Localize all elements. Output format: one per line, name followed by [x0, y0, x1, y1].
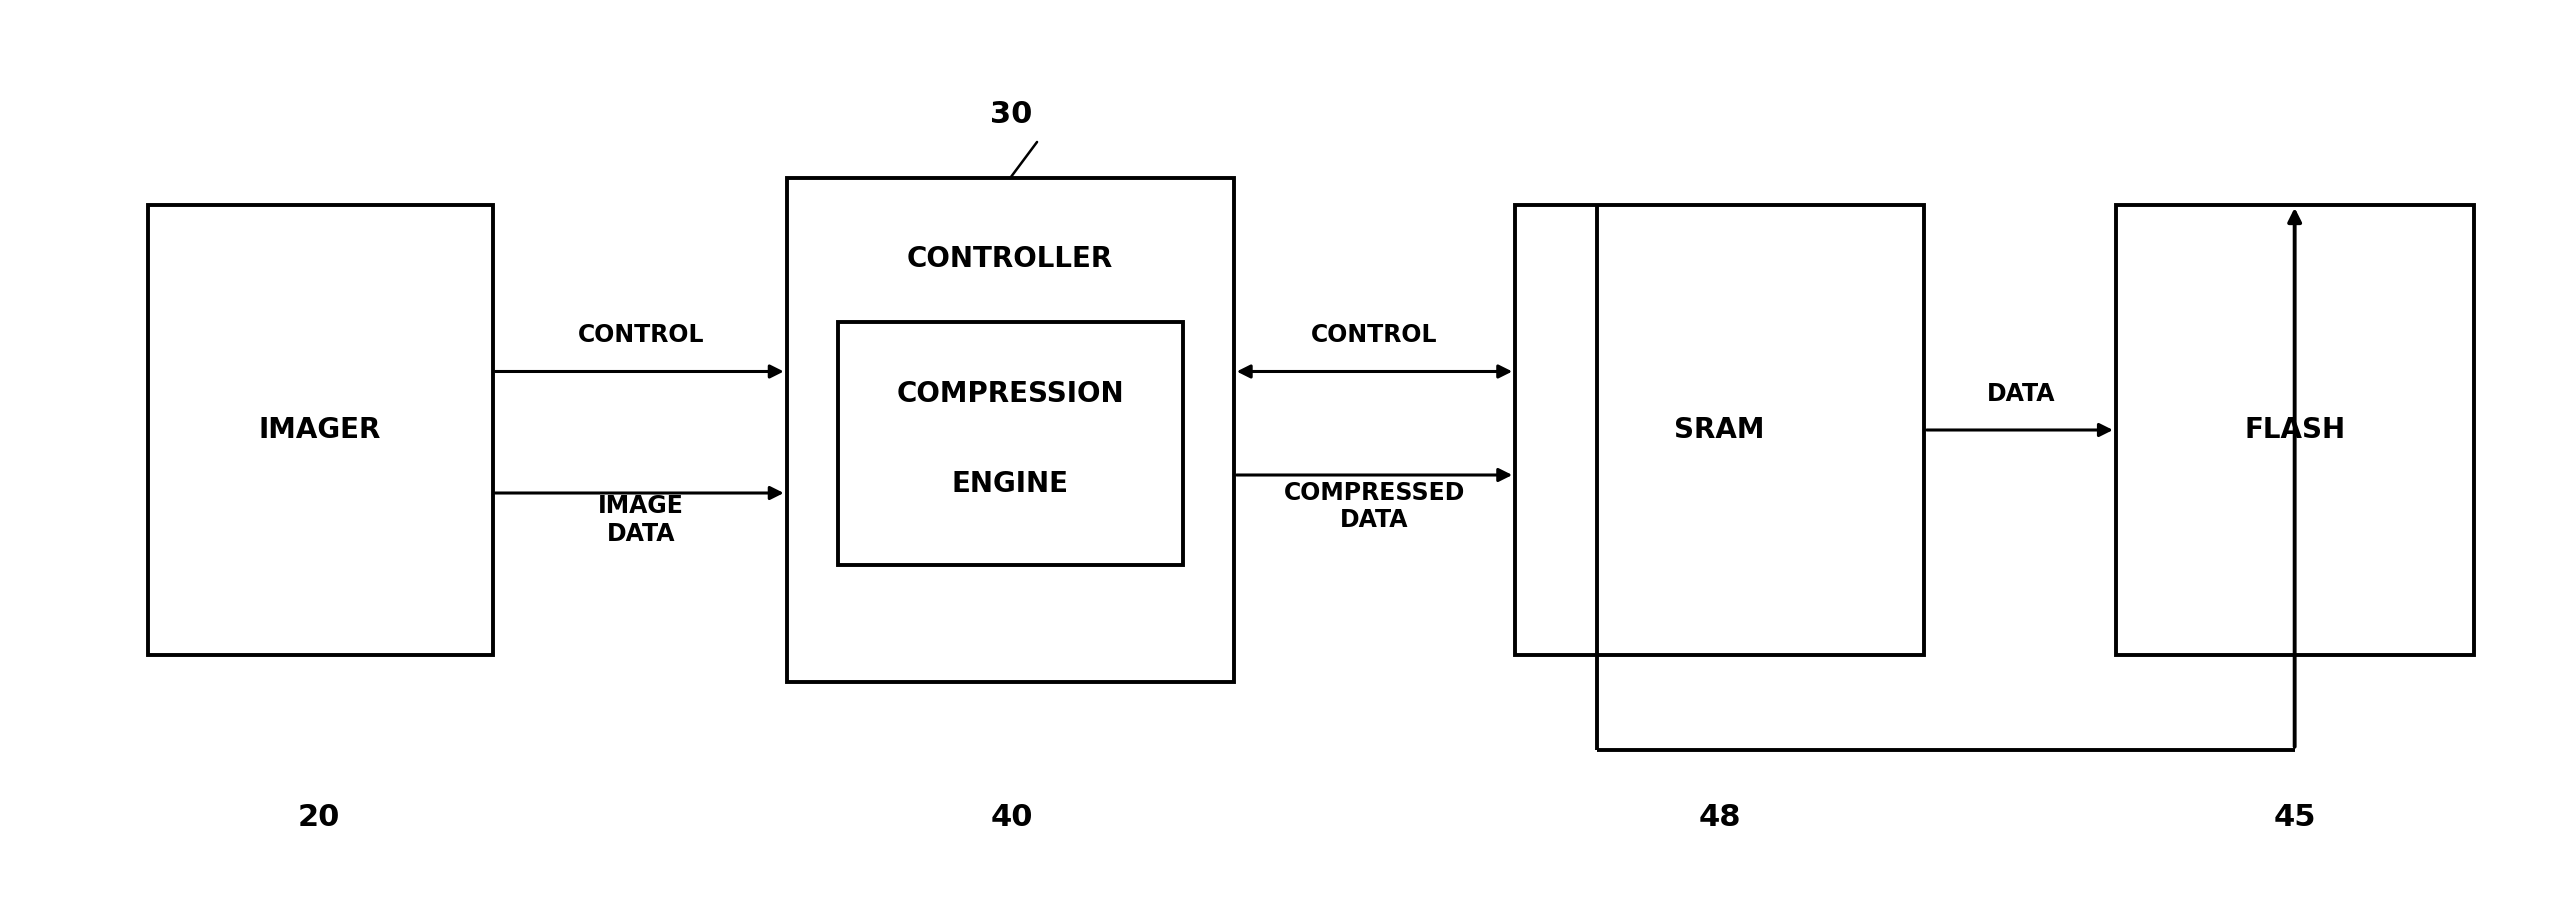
Text: 20: 20 [298, 802, 339, 832]
Bar [786, 178, 1234, 682]
Bar [146, 205, 493, 655]
Text: IMAGE
DATA: IMAGE DATA [599, 494, 684, 546]
Text: CONTROLLER: CONTROLLER [907, 245, 1113, 273]
Text: IMAGER: IMAGER [260, 416, 380, 444]
Bar [2115, 205, 2472, 655]
Bar [1516, 205, 1925, 655]
Bar [838, 322, 1182, 565]
Text: 30: 30 [989, 101, 1033, 130]
Text: 40: 40 [989, 802, 1033, 832]
Text: 45: 45 [2274, 802, 2316, 832]
Text: ENGINE: ENGINE [951, 470, 1069, 498]
Text: COMPRESSED
DATA: COMPRESSED DATA [1285, 481, 1465, 533]
Text: 48: 48 [1699, 802, 1740, 832]
Text: CONTROL: CONTROL [578, 324, 704, 347]
Text: CONTROL: CONTROL [1311, 324, 1437, 347]
Text: DATA: DATA [1987, 382, 2056, 406]
Text: FLASH: FLASH [2244, 416, 2346, 444]
Text: COMPRESSION: COMPRESSION [897, 380, 1123, 408]
Text: SRAM: SRAM [1673, 416, 1766, 444]
